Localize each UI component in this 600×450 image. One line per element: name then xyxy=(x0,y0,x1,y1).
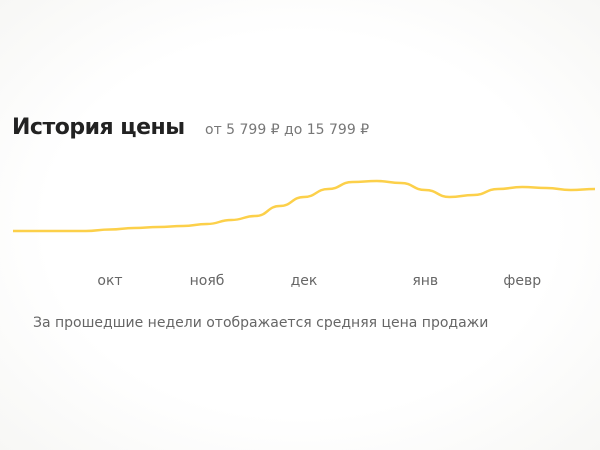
x-tick-label: окт xyxy=(97,273,122,289)
x-tick-label: янв xyxy=(412,273,438,289)
note: За прошедшие недели отображается средняя… xyxy=(33,315,488,331)
price-line xyxy=(13,179,596,233)
x-tick-label: февр xyxy=(503,273,541,289)
x-tick-label: дек xyxy=(291,273,318,289)
title: История цены xyxy=(12,115,185,140)
x-tick-label: нояб xyxy=(190,273,225,289)
subtitle: от 5 799 ₽ до 15 799 ₽ xyxy=(205,122,369,138)
